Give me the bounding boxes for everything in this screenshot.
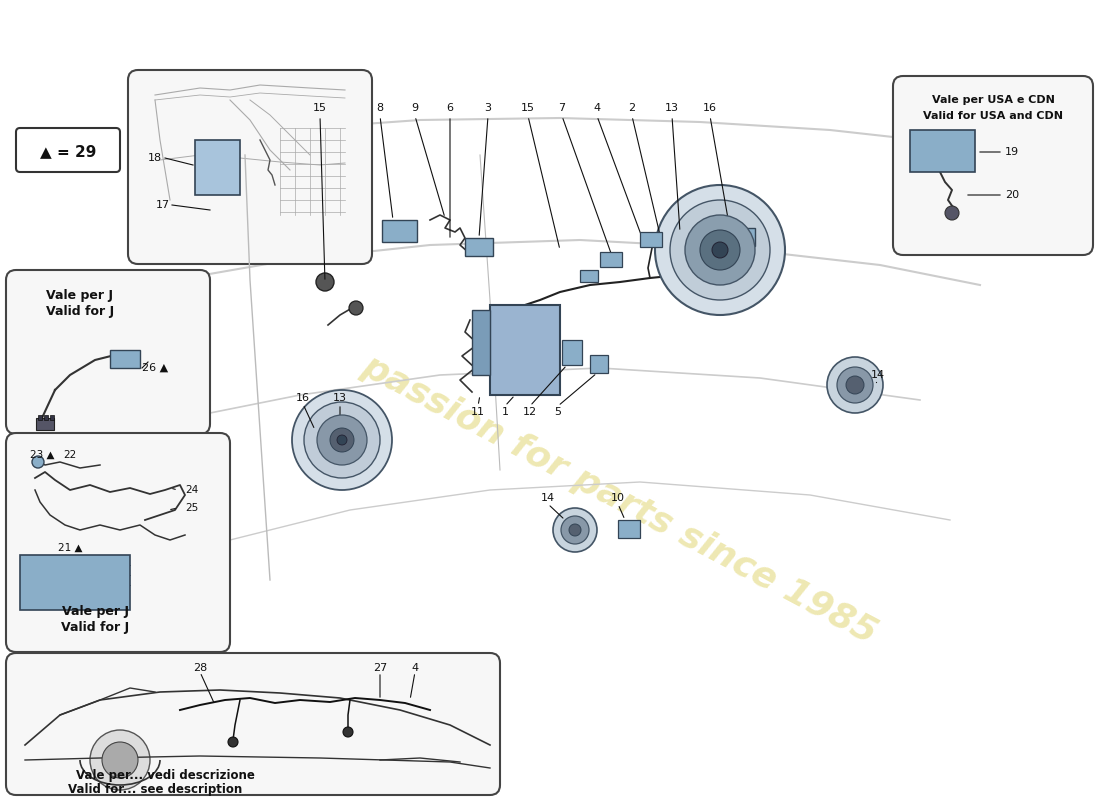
Text: 6: 6 (447, 103, 453, 113)
Text: 15: 15 (314, 103, 327, 113)
Bar (600, 252, 621, 267)
Text: 14: 14 (871, 370, 886, 380)
Text: Valid for J: Valid for J (60, 622, 129, 634)
Bar (472, 310, 490, 375)
Text: 15: 15 (521, 103, 535, 113)
FancyBboxPatch shape (893, 76, 1093, 255)
FancyBboxPatch shape (128, 70, 372, 264)
Bar (562, 340, 582, 365)
Circle shape (337, 435, 346, 445)
Bar (580, 270, 598, 282)
Text: 5: 5 (554, 407, 561, 417)
Text: 7: 7 (559, 103, 565, 113)
Circle shape (837, 367, 873, 403)
Circle shape (700, 230, 740, 270)
Circle shape (685, 215, 755, 285)
Text: 20: 20 (1005, 190, 1019, 200)
Text: 13: 13 (333, 393, 346, 403)
Circle shape (32, 456, 44, 468)
Text: 18: 18 (147, 153, 162, 163)
Text: 1: 1 (502, 407, 508, 417)
Text: 19: 19 (1005, 147, 1019, 157)
Bar (640, 232, 662, 247)
Text: 26 ▲: 26 ▲ (142, 363, 168, 373)
Text: 28: 28 (192, 663, 207, 673)
Bar (20, 555, 130, 610)
FancyBboxPatch shape (16, 128, 120, 172)
Circle shape (553, 508, 597, 552)
Text: 4: 4 (411, 663, 419, 673)
Text: Valid for J: Valid for J (46, 306, 114, 318)
Text: 17: 17 (156, 200, 170, 210)
Circle shape (670, 200, 770, 300)
Bar (490, 305, 560, 395)
Circle shape (317, 415, 367, 465)
Text: 3: 3 (484, 103, 492, 113)
Bar (110, 350, 140, 368)
Circle shape (330, 428, 354, 452)
Bar (725, 228, 755, 246)
Text: 8: 8 (376, 103, 384, 113)
Circle shape (561, 516, 588, 544)
Bar (590, 355, 608, 373)
Text: 14: 14 (541, 493, 556, 503)
Text: 12: 12 (522, 407, 537, 417)
Circle shape (102, 742, 138, 778)
Text: 13: 13 (666, 103, 679, 113)
Text: 2: 2 (628, 103, 636, 113)
Bar (382, 220, 417, 242)
Bar (465, 238, 493, 256)
Circle shape (90, 730, 150, 790)
FancyBboxPatch shape (6, 653, 500, 795)
Text: passion for parts since 1985: passion for parts since 1985 (356, 350, 883, 650)
Circle shape (292, 390, 392, 490)
Circle shape (945, 206, 959, 220)
Bar (195, 140, 240, 195)
Text: Vale per... vedi descrizione: Vale per... vedi descrizione (76, 769, 254, 782)
Circle shape (569, 524, 581, 536)
Circle shape (228, 737, 238, 747)
Text: 22: 22 (64, 450, 77, 460)
Bar (36, 418, 54, 430)
Text: 23 ▲: 23 ▲ (30, 450, 55, 460)
Text: 27: 27 (373, 663, 387, 673)
Circle shape (304, 402, 380, 478)
Text: 16: 16 (703, 103, 717, 113)
Text: 16: 16 (296, 393, 310, 403)
Circle shape (846, 376, 864, 394)
Text: 9: 9 (411, 103, 419, 113)
Text: 25: 25 (185, 503, 198, 513)
Circle shape (316, 273, 334, 291)
FancyBboxPatch shape (6, 433, 230, 652)
Text: ▲ = 29: ▲ = 29 (40, 145, 96, 159)
Circle shape (343, 727, 353, 737)
Circle shape (349, 301, 363, 315)
Text: 11: 11 (471, 407, 485, 417)
Text: 21 ▲: 21 ▲ (57, 543, 82, 553)
Bar (910, 130, 975, 172)
Circle shape (654, 185, 785, 315)
Text: Vale per USA e CDN: Vale per USA e CDN (932, 95, 1055, 105)
Text: 24: 24 (185, 485, 198, 495)
Bar (39, 415, 42, 420)
Text: Vale per J: Vale per J (46, 290, 113, 302)
Bar (44, 415, 48, 420)
Text: Vale per J: Vale per J (62, 606, 129, 618)
Text: 4: 4 (593, 103, 601, 113)
Text: Valid for USA and CDN: Valid for USA and CDN (923, 111, 1063, 121)
Text: 10: 10 (610, 493, 625, 503)
Circle shape (827, 357, 883, 413)
Bar (618, 520, 640, 538)
Text: Valid for... see description: Valid for... see description (68, 782, 242, 795)
FancyBboxPatch shape (6, 270, 210, 434)
Circle shape (712, 242, 728, 258)
Bar (50, 415, 54, 420)
